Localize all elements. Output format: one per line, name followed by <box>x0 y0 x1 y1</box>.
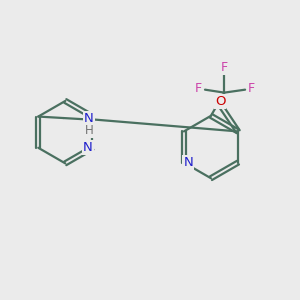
Text: N: N <box>84 112 94 125</box>
Text: H: H <box>84 124 93 137</box>
Text: N: N <box>83 141 93 154</box>
Text: F: F <box>221 61 228 74</box>
Text: F: F <box>195 82 202 95</box>
Text: O: O <box>215 94 225 108</box>
Text: F: F <box>248 82 255 95</box>
Text: N: N <box>184 156 193 169</box>
